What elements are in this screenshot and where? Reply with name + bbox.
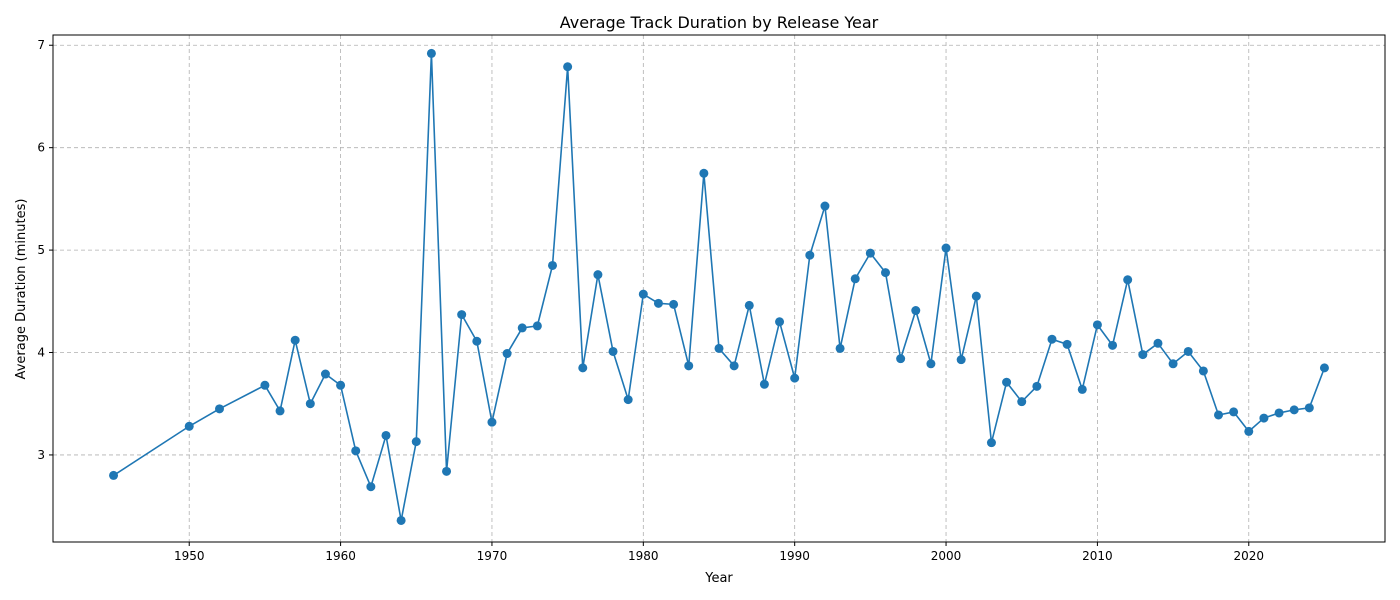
- data-point: [714, 343, 724, 353]
- data-point: [1244, 426, 1254, 436]
- data-point: [865, 248, 875, 258]
- data-point: [305, 399, 315, 409]
- data-point: [593, 270, 603, 280]
- data-point: [336, 380, 346, 390]
- data-point: [532, 321, 542, 331]
- data-point: [1274, 408, 1284, 418]
- data-point: [653, 298, 663, 308]
- data-point: [1168, 359, 1178, 369]
- x-tick-label: 2000: [931, 549, 962, 563]
- data-point: [1214, 410, 1223, 420]
- data-point: [805, 250, 815, 260]
- y-tick-label: 5: [37, 243, 45, 257]
- data-point: [669, 299, 679, 309]
- data-point: [638, 289, 648, 299]
- x-tick-label: 2020: [1233, 549, 1264, 563]
- chart-title: Average Track Duration by Release Year: [560, 13, 879, 32]
- data-point: [1108, 340, 1118, 350]
- data-point: [381, 430, 391, 440]
- data-point: [184, 421, 194, 431]
- data-point: [911, 306, 921, 316]
- series-layer: [109, 48, 1329, 525]
- grid-lines: [53, 35, 1385, 542]
- data-point: [1183, 346, 1193, 356]
- data-point: [684, 361, 694, 371]
- data-point: [941, 243, 951, 253]
- data-point: [1153, 338, 1163, 348]
- data-point: [290, 335, 300, 345]
- x-tick-label: 2010: [1082, 549, 1113, 563]
- data-point: [775, 317, 785, 327]
- data-point: [472, 336, 482, 346]
- y-tick-label: 6: [37, 141, 45, 155]
- data-point: [442, 466, 452, 476]
- y-tick-label: 7: [37, 38, 45, 52]
- data-point: [1077, 384, 1087, 394]
- data-point: [729, 361, 739, 371]
- data-point: [275, 406, 285, 416]
- data-point: [109, 470, 119, 480]
- y-tick-label: 4: [37, 346, 45, 360]
- data-point: [260, 380, 270, 390]
- data-point: [986, 438, 996, 448]
- series-line: [113, 52, 1326, 522]
- data-point: [1092, 320, 1102, 330]
- data-point: [699, 168, 709, 178]
- data-point: [926, 359, 936, 369]
- data-point: [1047, 334, 1057, 344]
- data-point: [971, 291, 981, 301]
- data-point: [487, 417, 497, 427]
- data-point: [457, 310, 467, 320]
- data-point: [563, 62, 573, 72]
- data-point: [578, 363, 588, 373]
- data-point: [759, 379, 769, 389]
- axis-ticks: 1950 1960 1970 1980 1990 2000 2010 2020 3 4 5 6 7: [37, 38, 1264, 563]
- plot-area-frame: [52, 34, 1386, 543]
- x-axis-label: Year: [704, 571, 733, 586]
- data-point: [1062, 339, 1072, 349]
- data-point: [881, 268, 890, 278]
- data-point: [896, 354, 906, 364]
- x-tick-label: 1980: [628, 549, 659, 563]
- data-point: [1198, 366, 1208, 376]
- data-point: [744, 300, 754, 310]
- data-point: [1229, 407, 1239, 417]
- x-tick-label: 1970: [477, 549, 508, 563]
- data-point: [517, 323, 527, 333]
- data-point: [1002, 377, 1012, 387]
- data-point: [1304, 403, 1314, 413]
- data-point: [790, 373, 800, 383]
- data-point: [623, 395, 633, 405]
- data-point: [956, 355, 966, 365]
- data-point: [1289, 405, 1299, 415]
- data-point: [1259, 413, 1269, 423]
- data-point: [320, 369, 330, 379]
- x-tick-label: 1950: [174, 549, 205, 563]
- data-point: [1032, 381, 1042, 391]
- data-point: [351, 446, 361, 456]
- data-point: [1319, 363, 1329, 373]
- data-point: [820, 201, 830, 211]
- data-point: [366, 482, 376, 492]
- data-point: [1123, 275, 1133, 285]
- data-point: [411, 437, 421, 447]
- x-tick-label: 1960: [325, 549, 356, 563]
- data-point: [548, 260, 557, 270]
- y-tick-label: 3: [37, 448, 45, 462]
- data-point: [608, 346, 618, 356]
- data-point: [426, 48, 436, 58]
- data-point: [1017, 397, 1027, 407]
- data-point: [215, 404, 224, 414]
- y-axis-label: Average Duration (minutes): [14, 199, 29, 380]
- data-point: [502, 349, 512, 359]
- data-point: [396, 515, 406, 525]
- x-tick-label: 1990: [779, 549, 810, 563]
- data-point: [850, 274, 860, 284]
- data-point: [1138, 350, 1148, 360]
- data-point: [835, 343, 845, 353]
